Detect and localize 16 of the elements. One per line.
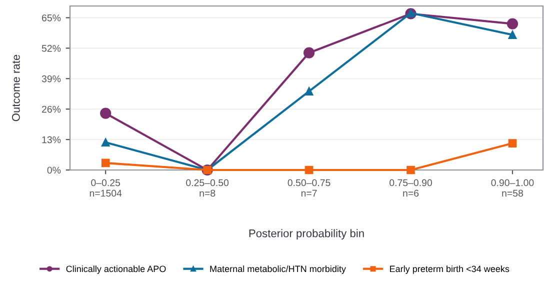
x-tick-label: 0.90–1.00 n=58 — [491, 179, 534, 197]
legend-label: Maternal metabolic/HTN morbidity — [210, 265, 346, 274]
y-tick-label: 52% — [42, 44, 61, 52]
legend-label: Clinically actionable APO — [66, 265, 166, 274]
y-tick-label: 39% — [42, 75, 61, 82]
x-tick-label: 0.25–0.50 n=8 — [186, 179, 229, 197]
y-tick-label: 26% — [42, 106, 61, 113]
x-tick-label: 0.50–0.75 n=7 — [288, 179, 330, 197]
y-tick-label: 13% — [42, 136, 61, 144]
y-axis-title: Outcome rate — [12, 54, 20, 122]
x-tick-label: 0–0.25 n=1504 — [90, 179, 122, 197]
legend-label: Early preterm birth <34 weeks — [390, 265, 510, 274]
y-tick-label: 65% — [42, 14, 61, 22]
x-axis-title: Posterior probability bin — [249, 229, 364, 240]
x-tick-label: 0.75–0.90 n=6 — [390, 179, 432, 197]
y-tick-label: 0% — [47, 166, 61, 174]
